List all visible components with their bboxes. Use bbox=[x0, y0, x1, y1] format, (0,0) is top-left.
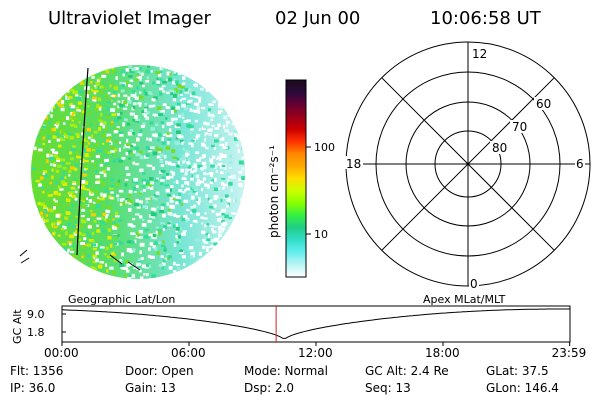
lat-label-70: 70 bbox=[512, 120, 527, 134]
image-time: 10:06:58 UT bbox=[430, 8, 542, 29]
terminator-line bbox=[76, 67, 89, 256]
instrument-title: Ultraviolet Imager bbox=[48, 8, 212, 29]
sequence-number: Seq: 13 bbox=[365, 381, 411, 395]
y-tick-low: 1.8 bbox=[27, 326, 45, 339]
timeline-right-title: Apex MLat/MLT bbox=[423, 293, 506, 306]
dsp-value: Dsp: 2.0 bbox=[244, 381, 295, 395]
x-tick-label: 12:00 bbox=[298, 346, 333, 360]
y-tick-high: 9.0 bbox=[27, 308, 45, 321]
flight-number: Flt: 1356 bbox=[10, 364, 64, 378]
geographic-longitude: GLon: 146.4 bbox=[486, 381, 559, 395]
lat-label-80: 80 bbox=[492, 141, 507, 155]
mode-value: Mode: Normal bbox=[244, 364, 328, 378]
geographic-latitude: GLat: 37.5 bbox=[486, 364, 549, 378]
x-tick-label: 00:00 bbox=[44, 346, 79, 360]
timeline-left-title: Geographic Lat/Lon bbox=[68, 293, 175, 306]
door-state: Door: Open bbox=[125, 364, 194, 378]
x-tick-label: 23:59 bbox=[552, 346, 587, 360]
lat-label-60: 60 bbox=[536, 97, 551, 111]
colorbar: 100 10 photon cm⁻²s⁻¹ bbox=[267, 79, 335, 278]
mlt-label-dusk: 18 bbox=[346, 157, 361, 171]
polar-grid bbox=[345, 41, 591, 287]
image-date: 02 Jun 00 bbox=[275, 8, 360, 29]
mlt-label-noon: 12 bbox=[472, 47, 487, 61]
ip-value: IP: 36.0 bbox=[10, 381, 56, 395]
mlt-label-midnight: 0 bbox=[470, 277, 478, 291]
mlt-label-dawn: 6 bbox=[576, 157, 584, 171]
gain-value: Gain: 13 bbox=[125, 381, 176, 395]
orbit-timeline: Geographic Lat/Lon Apex MLat/MLT GC Alt … bbox=[11, 293, 586, 360]
colorbar-tick-100: 100 bbox=[314, 141, 335, 154]
colorbar-tick-10: 10 bbox=[314, 228, 328, 241]
x-tick-label: 18:00 bbox=[425, 346, 460, 360]
x-tick-label: 06:00 bbox=[171, 346, 206, 360]
uv-image-disk bbox=[19, 65, 245, 279]
colorbar-units-label: photon cm⁻²s⁻¹ bbox=[267, 145, 281, 238]
gc-altitude: GC Alt: 2.4 Re bbox=[365, 364, 449, 378]
timeline-axis-label: GC Alt bbox=[11, 309, 24, 344]
